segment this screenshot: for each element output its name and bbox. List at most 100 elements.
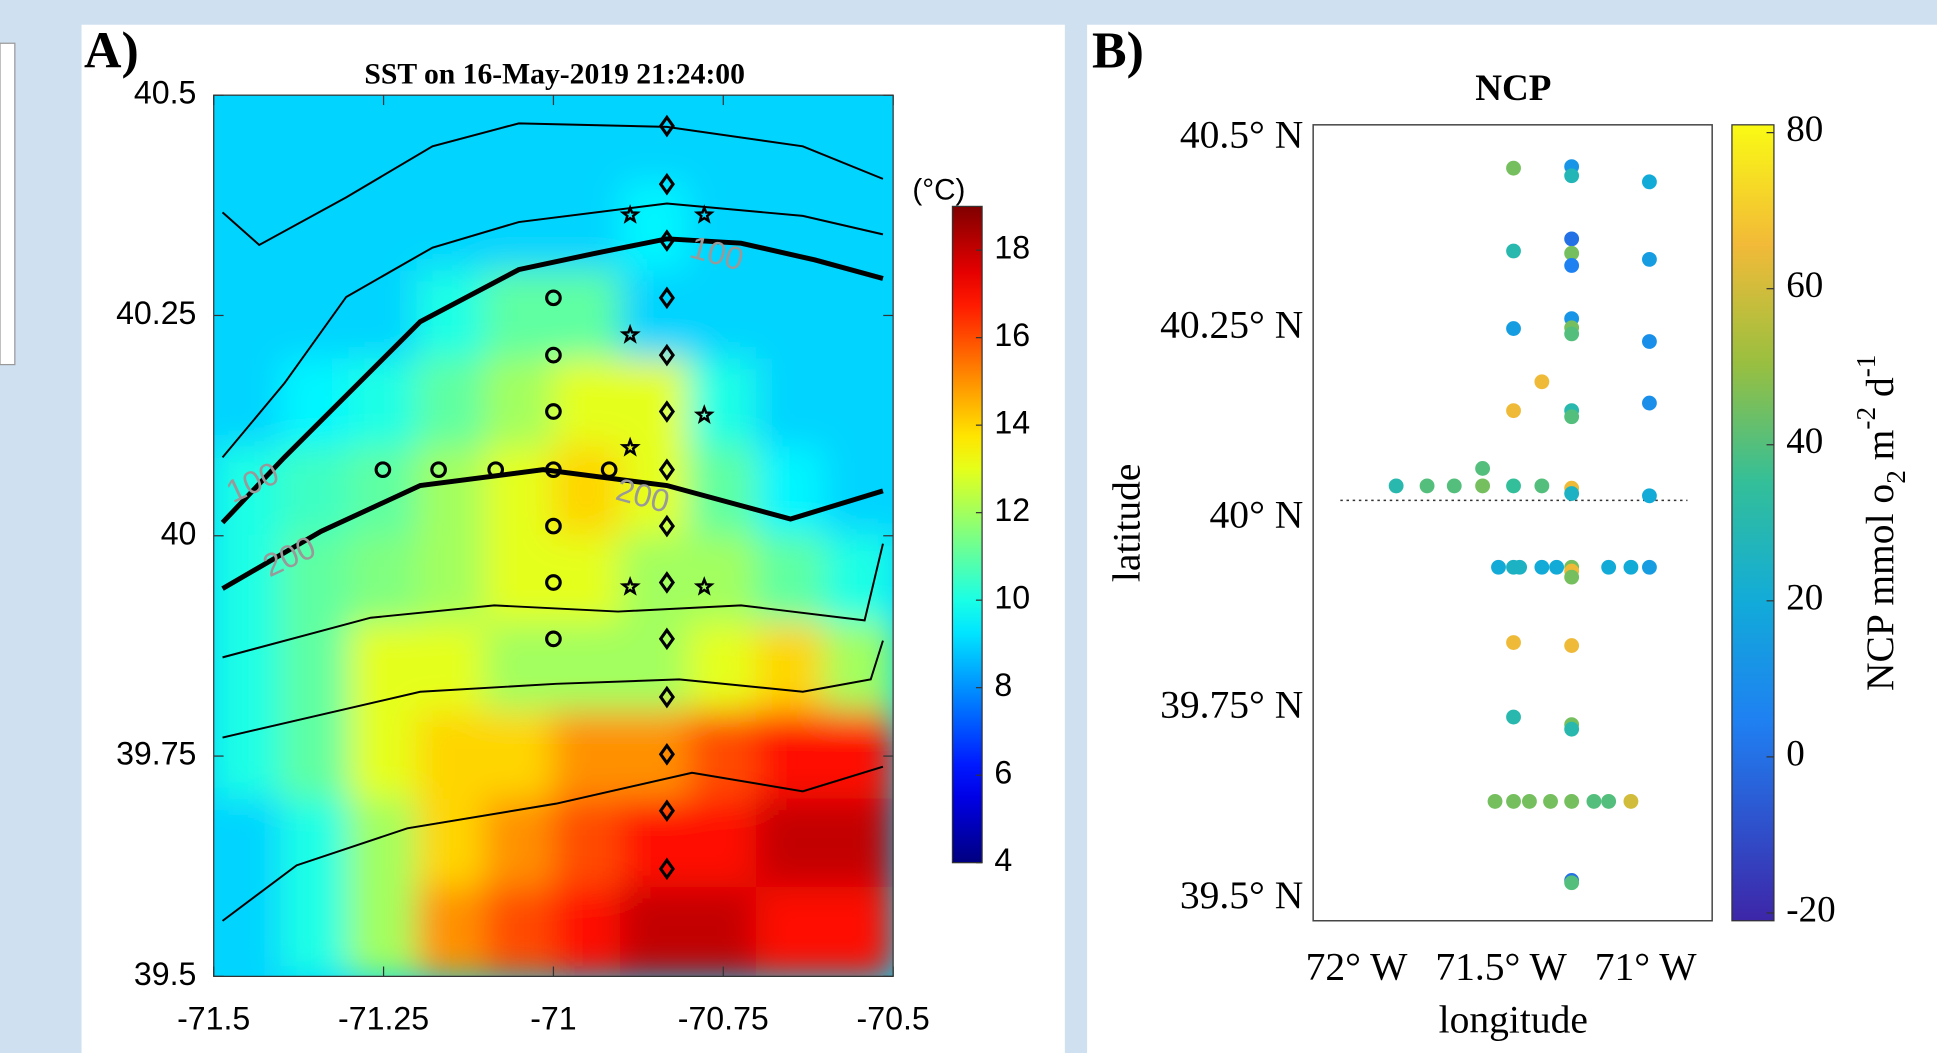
heatmap-cell: [280, 887, 351, 977]
point: [1506, 243, 1521, 259]
station-circle: [545, 403, 562, 420]
contour-line: [221, 765, 884, 922]
heatmap-cell: [756, 446, 827, 538]
colorbar-tick-label: 80: [1786, 109, 1823, 150]
heatmap-cell: [552, 270, 623, 361]
point: [1506, 709, 1521, 725]
point: [1564, 721, 1580, 737]
point: [1564, 638, 1580, 653]
heatmap-cell: [280, 95, 351, 185]
x-tick-label: -71: [530, 1000, 576, 1036]
colorbar-label-part: 2: [1881, 470, 1911, 484]
heatmap-cell: [620, 270, 691, 361]
heatmap-cell: [416, 798, 487, 890]
contour-line: [221, 467, 884, 591]
colorbar-tick-label: 10: [994, 580, 1030, 616]
heatmap-cell: [823, 887, 894, 977]
colorbar-tick-label: 20: [1786, 577, 1823, 618]
point: [1564, 168, 1580, 184]
point: [1642, 488, 1657, 504]
station-diamond: [658, 742, 675, 766]
y-tick-label: 40° N: [1210, 493, 1304, 537]
heatmap-cell: [688, 798, 759, 890]
heatmap-cell: [416, 710, 487, 802]
heatmap-cell: [823, 710, 894, 802]
point: [1642, 395, 1657, 411]
station-circle: [545, 630, 562, 648]
contour-line: [221, 202, 884, 458]
y-tick-label: 39.75° N: [1160, 683, 1303, 727]
colorbar-tick-label: 16: [994, 317, 1030, 353]
point: [1475, 478, 1491, 494]
colorbar-tick-label: 12: [994, 492, 1030, 528]
heatmap-cell: [823, 95, 894, 185]
heatmap-cell: [213, 270, 283, 361]
heatmap-cell: [620, 358, 691, 449]
heatmap-cell: [756, 270, 827, 361]
station-diamond: [658, 685, 675, 709]
point: [1549, 559, 1565, 575]
y-tick-label: 40.5: [134, 75, 196, 111]
colorbar-label: (°C): [912, 173, 965, 206]
heatmap-cell: [552, 798, 623, 890]
heatmap-cell: [280, 710, 351, 802]
heatmap-cell: [416, 622, 487, 714]
point: [1623, 559, 1639, 575]
heatmap-cell: [823, 622, 894, 714]
heatmap-cell: [688, 95, 759, 185]
heatmap-cell: [552, 358, 623, 449]
heatmap-cell: [484, 358, 555, 449]
point: [1388, 478, 1404, 494]
station-diamond: [658, 343, 675, 367]
heatmap-cell: [484, 95, 555, 185]
point: [1601, 793, 1617, 809]
point: [1564, 875, 1580, 891]
station-diamond: [658, 458, 675, 481]
x-tick-label: -71.25: [338, 1000, 429, 1036]
station-star: [619, 204, 641, 224]
panel-label: B): [1092, 23, 1144, 80]
colorbar-tick-label: 18: [994, 230, 1030, 266]
heatmap-cell: [348, 887, 419, 977]
heatmap-cell: [348, 182, 419, 273]
colorbar-tick-label: 14: [994, 405, 1030, 441]
point: [1506, 793, 1521, 809]
x-tick-label: 71.5° W: [1435, 944, 1567, 988]
station-diamond: [658, 286, 675, 310]
station-circle: [430, 461, 447, 479]
y-tick-label: 39.75: [116, 736, 196, 772]
heatmap-cell: [688, 710, 759, 802]
heatmap-cell: [552, 887, 623, 977]
heatmap-cell: [484, 887, 555, 977]
point: [1642, 559, 1657, 575]
station-circle: [545, 574, 562, 591]
station-circle: [545, 517, 562, 535]
point: [1487, 793, 1503, 809]
y-tick-label: 39.5: [134, 956, 196, 992]
heatmap-cell: [348, 270, 419, 361]
heatmap-cell: [416, 887, 487, 977]
heatmap-cell: [213, 887, 283, 977]
heatmap-cell: [213, 534, 283, 626]
heatmap-cell: [620, 710, 691, 802]
heatmap-cell: [484, 710, 555, 802]
colorbar-tick-label: 0: [1786, 733, 1805, 774]
heatmap-cell: [348, 358, 419, 449]
colorbar-label-part: NCP mmol o: [1858, 484, 1902, 691]
colorbar: [1731, 124, 1775, 922]
x-axis-label: longitude: [1439, 997, 1588, 1041]
point: [1564, 326, 1580, 342]
chart-title: SST on 16-May-2019 21:24:00: [364, 58, 745, 90]
station-star: [619, 575, 641, 596]
contour-line: [220, 236, 884, 525]
station-star: [693, 404, 715, 424]
station-diamond: [658, 514, 675, 538]
heatmap-cell: [280, 622, 351, 714]
point: [1506, 160, 1521, 176]
heatmap-cell: [552, 622, 623, 714]
colorbar-tick-label: 8: [994, 667, 1012, 703]
point: [1564, 409, 1580, 425]
heatmap-cell: [280, 270, 351, 361]
heatmap-cell: [484, 622, 555, 714]
heatmap-cell: [756, 95, 827, 185]
